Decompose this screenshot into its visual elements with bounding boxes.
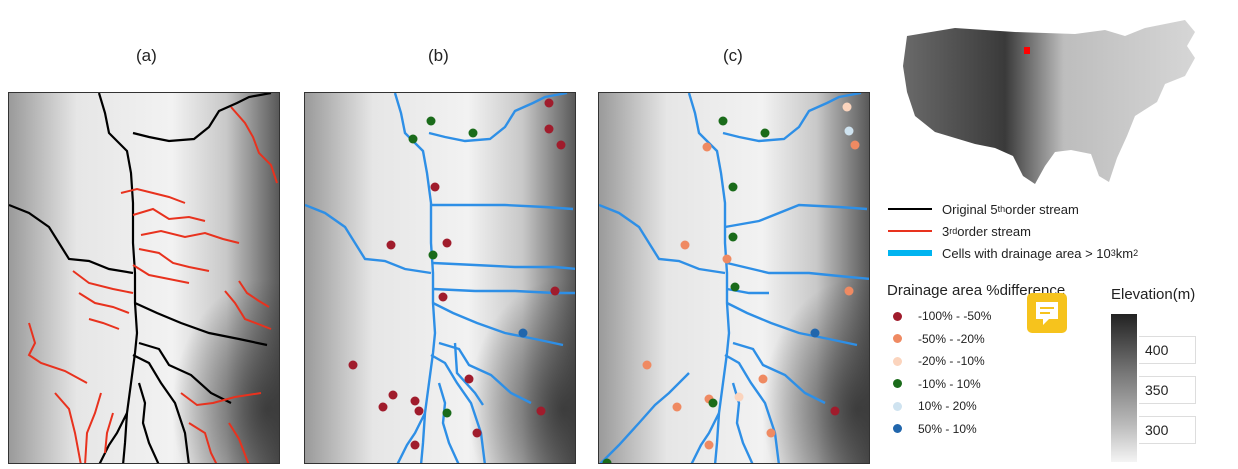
drainage-cells-c bbox=[599, 93, 869, 463]
blue-line-swatch bbox=[888, 250, 932, 256]
difference-points-b bbox=[348, 98, 566, 450]
legend-original-text: Original 5 bbox=[942, 201, 998, 217]
difference-points-c bbox=[602, 102, 860, 463]
red-line-swatch bbox=[888, 230, 932, 232]
legend-dot bbox=[893, 424, 902, 434]
panel-b-label: (b) bbox=[428, 46, 449, 65]
comment-icon[interactable] bbox=[1027, 293, 1067, 333]
legend-dot bbox=[893, 311, 902, 321]
elevation-tick-300: 300 bbox=[1145, 422, 1169, 438]
third-order-streams bbox=[27, 106, 278, 463]
tick-box bbox=[1139, 416, 1196, 444]
difference-legend-item: 50% - 10% bbox=[887, 418, 1097, 441]
elevation-colorbar bbox=[1111, 314, 1137, 462]
difference-legend-item: -50% - -20% bbox=[887, 328, 1097, 351]
drainage-cells-b bbox=[305, 93, 575, 463]
difference-legend-title: Drainage area %difference bbox=[887, 282, 1066, 299]
legend-third-text: 3 bbox=[942, 223, 950, 239]
difference-legend-item: -100% - -50% bbox=[887, 305, 1097, 328]
inset-us-map bbox=[895, 6, 1215, 196]
elevation-title: Elevation(m) bbox=[1111, 286, 1196, 303]
tick-box bbox=[1139, 376, 1196, 404]
black-line-swatch bbox=[888, 208, 932, 210]
elevation-tick-350: 350 bbox=[1145, 382, 1169, 398]
legend-cells-text: Cells with drainage area > 10 bbox=[942, 245, 1111, 261]
legend-dot bbox=[893, 356, 902, 366]
study-area-marker bbox=[1024, 47, 1030, 54]
us-outline bbox=[903, 20, 1195, 184]
legend-dot bbox=[893, 401, 902, 411]
legend-drainage-cells: Cells with drainage area > 10 3 km 2 bbox=[888, 242, 1228, 264]
difference-legend-item: 10% - 20% bbox=[887, 395, 1097, 418]
elevation-legend: Elevation(m) 400 350 300 bbox=[1097, 270, 1233, 466]
legend-dot bbox=[893, 379, 902, 389]
map-panel-b bbox=[304, 92, 576, 464]
map-panel-c bbox=[598, 92, 870, 464]
map-panel-a bbox=[8, 92, 280, 464]
difference-legend: Drainage area %difference -100% - -50% -… bbox=[887, 282, 1097, 440]
legend-dot bbox=[893, 334, 902, 344]
panel-a-label: (a) bbox=[136, 46, 157, 65]
tick-box bbox=[1139, 336, 1196, 364]
elevation-tick-400: 400 bbox=[1145, 342, 1169, 358]
panel-c-label: (c) bbox=[723, 46, 743, 65]
original-streams bbox=[9, 93, 272, 463]
difference-legend-item: -10% - 10% bbox=[887, 373, 1097, 396]
difference-legend-item: -20% - -10% bbox=[887, 350, 1097, 373]
